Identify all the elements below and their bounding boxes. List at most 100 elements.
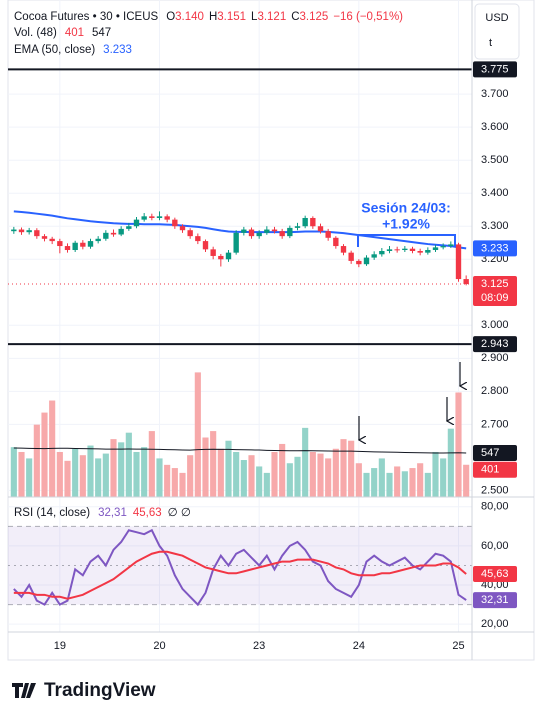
volume-bar xyxy=(440,458,447,497)
unit: t xyxy=(489,37,492,49)
y-tick-label: 20,00 xyxy=(481,618,509,630)
annotation: Sesión 24/03: xyxy=(361,200,451,216)
candle-body xyxy=(87,241,94,247)
volume-bar xyxy=(10,447,17,497)
volume-bar xyxy=(33,424,40,497)
legend-text: 401 xyxy=(65,27,84,39)
currency-box[interactable] xyxy=(474,3,520,60)
volume-bar xyxy=(378,458,385,497)
candle-body xyxy=(279,231,285,237)
volume-bar xyxy=(348,440,355,497)
volume-bar xyxy=(394,466,401,497)
volume-bar xyxy=(56,451,63,497)
y-tick-label: 2.800 xyxy=(481,385,509,397)
rsi-label-box xyxy=(473,566,517,583)
volume-bar xyxy=(217,448,224,497)
x-tick-label: 25 xyxy=(452,640,464,652)
candle-body xyxy=(394,249,400,251)
y-tick-label: 2.500 xyxy=(481,484,509,496)
candle-body xyxy=(149,216,155,218)
grid xyxy=(8,0,472,632)
volume-label-box xyxy=(473,461,517,478)
legend-text: ∅ ∅ xyxy=(168,507,191,519)
rsi-line xyxy=(13,528,467,607)
candle-body xyxy=(179,226,186,231)
volume-bar xyxy=(202,437,209,497)
candle-body xyxy=(241,229,247,233)
candle-body xyxy=(72,242,78,251)
volume-bar xyxy=(447,428,454,497)
annotation: +1.92% xyxy=(382,216,430,232)
candle-body xyxy=(18,229,25,233)
volume-bar xyxy=(210,431,217,497)
candle-body xyxy=(417,251,423,253)
y-tick-label: 3.400 xyxy=(481,187,509,199)
y-tick-label: 60,00 xyxy=(481,540,509,552)
y-tick-label: 2.900 xyxy=(481,352,509,364)
volume-bar xyxy=(179,472,186,497)
hline-label-box xyxy=(473,61,517,78)
volume-bar xyxy=(18,451,25,497)
last-price-label: 3.125 xyxy=(481,278,509,290)
candle-body xyxy=(363,257,370,265)
volume-ma-line xyxy=(13,447,467,454)
session-bracket xyxy=(357,234,456,247)
volume-bar xyxy=(271,451,278,497)
candle-body xyxy=(402,248,408,251)
candle-body xyxy=(348,252,354,261)
y-tick-label: 3.600 xyxy=(481,121,509,133)
candle-body xyxy=(118,228,124,235)
candle-body xyxy=(440,246,446,248)
candle-body xyxy=(41,236,48,239)
volume-ma-label: 547 xyxy=(481,447,499,459)
candle-body xyxy=(302,217,308,227)
y-tick-label: 3.300 xyxy=(481,220,509,232)
volume-bar xyxy=(386,472,393,497)
legend-text: 32,31 xyxy=(98,507,127,519)
volume-bar xyxy=(87,445,94,497)
legend-text: 3.233 xyxy=(103,44,132,56)
volume-bar xyxy=(455,392,462,497)
volume-bar xyxy=(409,468,416,497)
legend-row: EMA (50, close) 3.233 xyxy=(14,44,132,56)
candle-body xyxy=(11,229,17,232)
candle-body xyxy=(126,226,132,229)
volume-bar xyxy=(240,460,247,497)
volume-bar xyxy=(72,448,79,497)
volume-bar xyxy=(286,463,293,497)
candle-body xyxy=(133,219,140,227)
candle-body xyxy=(409,248,416,251)
volume-bar xyxy=(26,458,33,497)
legend-text: 3.151 xyxy=(217,11,246,23)
volume-bar xyxy=(463,464,470,497)
candle-body xyxy=(371,254,377,258)
candle-body xyxy=(287,227,293,237)
volume-bar xyxy=(309,451,316,497)
last-price-label-box xyxy=(473,276,517,307)
candle-body xyxy=(195,236,201,242)
volume-ma-label-box xyxy=(473,445,517,462)
candle-body xyxy=(95,238,101,242)
candle-body xyxy=(317,226,324,232)
x-tick-label: 20 xyxy=(153,640,165,652)
volume-bar xyxy=(263,472,270,497)
candle-body xyxy=(248,229,255,237)
rsi-label: 45,63 xyxy=(481,568,509,580)
candle-body xyxy=(386,249,393,251)
legend-text: Cocoa Futures • 30 • ICEUS xyxy=(14,11,159,23)
candle-body xyxy=(49,238,55,242)
volume-bar xyxy=(432,451,439,497)
volume-bar xyxy=(325,458,332,497)
volume-bar xyxy=(332,448,339,497)
candle-body xyxy=(225,252,232,260)
volume-bar xyxy=(79,455,86,497)
candle-body xyxy=(103,232,109,239)
volume-bar xyxy=(355,463,362,497)
candle-body xyxy=(233,232,239,253)
volume-bar xyxy=(424,472,431,497)
logo-icon xyxy=(12,683,36,698)
volume-bar xyxy=(125,432,132,497)
legend-text: C xyxy=(291,11,299,23)
candle-body xyxy=(64,246,71,251)
